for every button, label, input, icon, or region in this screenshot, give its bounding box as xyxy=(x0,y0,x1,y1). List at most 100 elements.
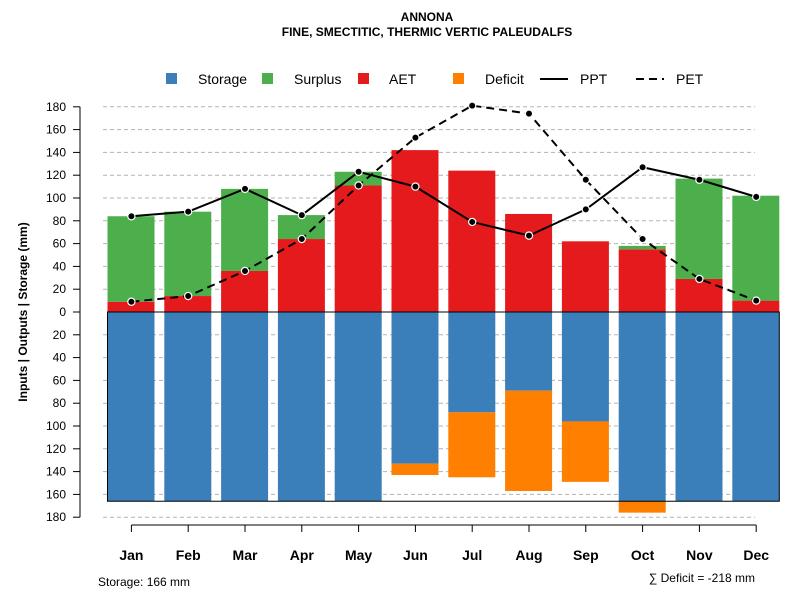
pet-point xyxy=(581,175,591,184)
x-tick-label: Jan xyxy=(119,547,143,563)
pet-point xyxy=(411,133,420,142)
y-tick-label: 180 xyxy=(46,100,66,114)
y-tick-label: 140 xyxy=(46,465,66,479)
storage-bar xyxy=(505,312,553,391)
aet-bar xyxy=(618,249,666,312)
legend-label: Deficit xyxy=(485,71,524,87)
pet-point xyxy=(524,109,534,118)
x-tick-label: Oct xyxy=(631,547,655,563)
pet-point xyxy=(695,274,704,284)
storage-bar xyxy=(561,312,609,422)
y-tick-label: 160 xyxy=(46,123,66,137)
storage-bar xyxy=(221,312,269,502)
deficit-bar xyxy=(391,463,439,476)
y-tick-label: 100 xyxy=(46,419,66,433)
x-tick-label: Aug xyxy=(515,547,542,563)
axes: 180 160 140 120 100 80 60 40 20 0 20 40 60 80 100 120 14… xyxy=(46,100,769,563)
aet-bar xyxy=(561,241,609,312)
legend-swatch xyxy=(262,73,273,84)
bars xyxy=(107,150,780,513)
surplus-bar xyxy=(107,216,155,302)
y-tick-label: 120 xyxy=(46,168,66,182)
y-tick-label: 60 xyxy=(53,237,67,251)
y-tick-label: 80 xyxy=(53,396,67,410)
x-tick-label: May xyxy=(345,547,372,563)
storage-bar xyxy=(448,312,496,413)
y-tick-label: 40 xyxy=(53,259,67,273)
legend-swatch xyxy=(453,73,464,84)
aet-bar xyxy=(675,278,723,312)
y-tick-label: 180 xyxy=(46,510,66,524)
y-tick-label: 80 xyxy=(53,214,67,228)
x-tick-label: Feb xyxy=(176,547,201,563)
storage-bar xyxy=(164,312,212,502)
aet-bar xyxy=(334,185,382,312)
legend-label: Storage xyxy=(198,71,247,87)
x-tick-label: Nov xyxy=(686,547,713,563)
series-lines xyxy=(127,101,761,306)
ppt-point xyxy=(411,182,420,191)
deficit-bar xyxy=(448,412,496,478)
ppt-point xyxy=(127,212,136,221)
pet-line xyxy=(131,104,757,303)
x-tick-label: Apr xyxy=(290,547,315,563)
deficit-footnote: ∑ Deficit = -218 mm xyxy=(649,571,755,585)
x-tick-label: Jul xyxy=(462,547,482,563)
y-axis-label: Inputs | Outputs | Storage (mm) xyxy=(16,222,30,401)
pet-point xyxy=(297,234,306,244)
y-tick-label: 160 xyxy=(46,487,66,501)
ppt-point xyxy=(695,175,704,184)
aet-bar xyxy=(505,213,553,312)
legend-label: Surplus xyxy=(294,71,341,87)
surplus-bar xyxy=(164,211,212,297)
pet-point xyxy=(183,291,193,301)
ppt-point xyxy=(240,184,250,194)
storage-bar xyxy=(675,312,723,502)
legend-swatch xyxy=(166,73,177,84)
x-tick-label: Dec xyxy=(743,547,769,563)
chart-title: ANNONA xyxy=(401,10,454,24)
ppt-point xyxy=(638,163,647,172)
y-tick-label: 140 xyxy=(46,145,66,159)
aet-bar xyxy=(277,239,325,312)
legend-label: PET xyxy=(676,71,704,87)
y-tick-label: 0 xyxy=(59,305,66,319)
deficit-bar xyxy=(505,390,553,491)
pet-point xyxy=(240,266,250,276)
y-tick-label: 20 xyxy=(53,328,67,342)
deficit-bar xyxy=(561,421,609,482)
ppt-point xyxy=(581,205,591,214)
y-tick-label: 120 xyxy=(46,442,66,456)
y-tick-label: 60 xyxy=(53,373,67,387)
ppt-point xyxy=(354,167,363,176)
legend-label: AET xyxy=(389,71,417,87)
storage-bar xyxy=(391,312,439,464)
pet-point xyxy=(752,296,761,305)
aet-bar xyxy=(391,150,439,312)
legend-swatch xyxy=(358,73,369,84)
pet-point xyxy=(354,181,363,190)
storage-bar xyxy=(732,312,780,502)
aet-bar xyxy=(107,301,155,312)
y-tick-label: 100 xyxy=(46,191,66,205)
x-tick-label: Mar xyxy=(233,547,258,563)
aet-bar xyxy=(164,296,212,312)
storage-bar xyxy=(277,312,325,502)
surplus-bar xyxy=(675,178,723,279)
y-tick-label: 20 xyxy=(53,282,67,296)
storage-bar xyxy=(334,312,382,502)
pet-point xyxy=(468,101,477,110)
surplus-bar xyxy=(618,245,666,250)
pet-point xyxy=(638,234,647,244)
ppt-point xyxy=(183,207,193,216)
x-tick-label: Sep xyxy=(573,547,599,563)
y-tick-label: 40 xyxy=(53,351,67,365)
storage-footnote: Storage: 166 mm xyxy=(98,575,190,589)
ppt-point xyxy=(468,217,477,227)
aet-bar xyxy=(221,270,269,312)
legend-label: PPT xyxy=(580,71,608,87)
deficit-bar xyxy=(618,501,666,513)
ppt-point xyxy=(752,192,761,202)
legend: Storage Surplus AET Deficit PPT PET xyxy=(166,71,704,87)
